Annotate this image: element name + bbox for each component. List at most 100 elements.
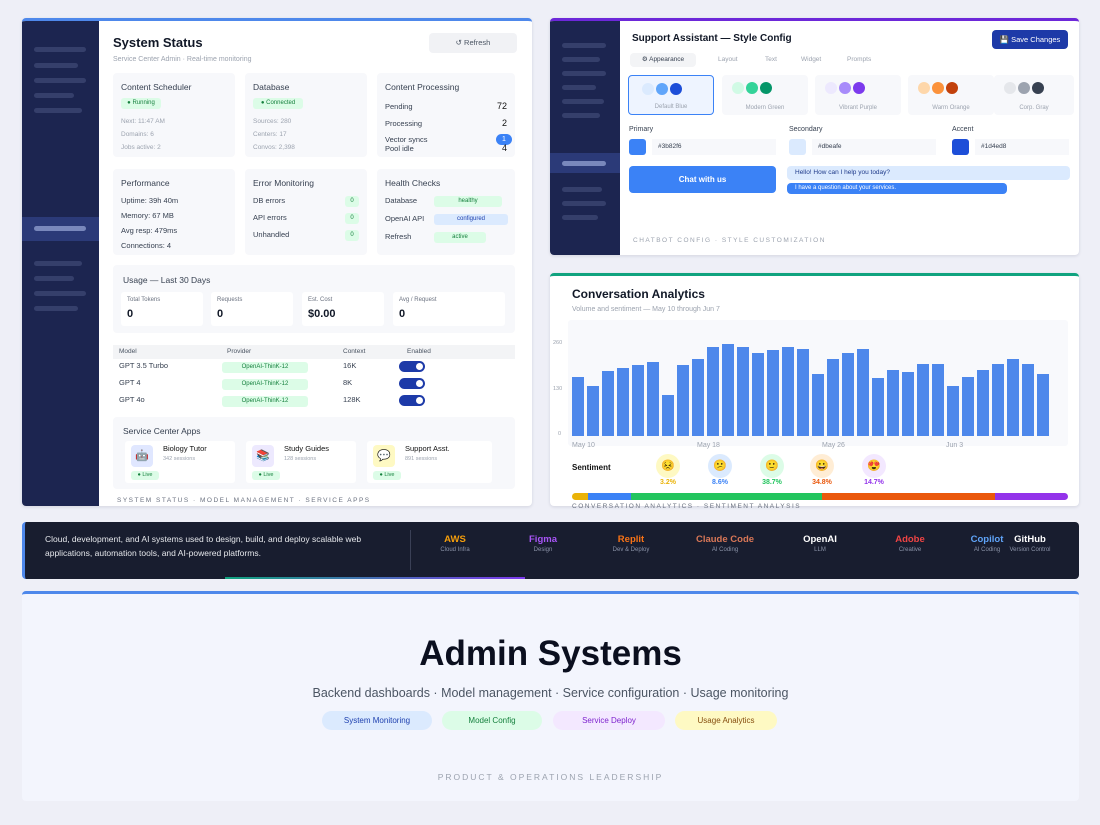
sidebar-item[interactable] (562, 57, 600, 62)
sidebar-item[interactable] (34, 276, 74, 281)
analytics-title: Conversation Analytics (572, 287, 705, 301)
tab-text[interactable]: Text (765, 56, 777, 63)
x-tick-label: May 18 (697, 442, 720, 449)
accent-hex-input[interactable]: #1d4ed8 (975, 139, 1069, 155)
chart-bar (857, 348, 869, 436)
secondary-swatch[interactable] (789, 139, 806, 155)
sidebar-item[interactable] (34, 306, 78, 311)
y-tick-label: 130 (553, 386, 563, 392)
stat-value: 0 (127, 308, 134, 320)
app-card-biology[interactable]: 🤖 Biology Tutor 342 sessions ● Live (125, 441, 235, 483)
x-tick-label: Jun 3 (946, 442, 964, 449)
brand-aws: AWS Cloud Infra (415, 534, 495, 553)
secondary-hex-input[interactable]: #dbeafe (812, 139, 936, 155)
sidebar-item[interactable] (562, 187, 602, 192)
chart-bar (677, 365, 689, 436)
avg-response: Avg resp: 479ms (121, 226, 178, 235)
tab-widget[interactable]: Widget (801, 56, 822, 63)
accent-line (225, 577, 525, 579)
tile-title: Content Scheduler (121, 82, 192, 92)
sidebar-item[interactable] (34, 108, 82, 113)
style-config-panel: Support Assistant — Style Config 💾 Save … (550, 18, 1079, 255)
chart-bar (1037, 373, 1049, 436)
enabled-toggle[interactable] (399, 395, 425, 406)
chip-usage-analytics[interactable]: Usage Analytics (675, 711, 777, 730)
sidebar-item[interactable] (562, 99, 604, 104)
tab-appearance[interactable]: ⚙ Appearance (630, 53, 696, 67)
stat-value: 0 (217, 308, 224, 320)
chat-with-us-preview-button[interactable]: Chat with us (629, 166, 776, 193)
chat-bubble-icon: 💬 (373, 445, 395, 467)
stat-est-cost: Est. Cost $0.00 (302, 292, 384, 326)
domains-count: Domains: 6 (121, 131, 154, 138)
scheduler-tile: Content Scheduler ● Running Next: 11:47 … (113, 73, 235, 157)
uptime: Uptime: 39h 40m (121, 196, 179, 205)
preset-label: Modern Green (745, 105, 785, 111)
chart-bar (797, 348, 809, 436)
sidebar-item[interactable] (34, 78, 86, 83)
sidebar-item[interactable] (34, 291, 86, 296)
tab-layout[interactable]: Layout (718, 56, 738, 63)
app-sessions: 891 sessions (405, 456, 438, 462)
sidebar-item[interactable] (562, 43, 606, 48)
page-subtitle: Service Center Admin · Real-time monitor… (113, 56, 252, 63)
primary-swatch[interactable] (629, 139, 646, 155)
convos-count: Convos: 2,398 (253, 144, 295, 151)
sidebar-item[interactable] (34, 47, 86, 52)
preset-vibrant-purple[interactable]: Vibrant Purple (815, 75, 901, 115)
panel-caption: CHATBOT CONFIG · STYLE CUSTOMIZATION (633, 237, 826, 244)
system-status-panel: System Status Service Center Admin · Rea… (22, 18, 532, 506)
sentiment-stacked-bar (572, 493, 1068, 500)
tab-prompts[interactable]: Prompts (847, 56, 872, 63)
vector-badge: 1 (496, 134, 512, 145)
preset-corp-gray[interactable]: Corp. Gray (994, 75, 1074, 115)
sentiment-segment (822, 493, 996, 500)
health-label: Database (385, 196, 418, 205)
brand-name: GitHub (1014, 534, 1046, 545)
app-card-study[interactable]: 📚 Study Guides 128 sessions ● Live (246, 441, 356, 483)
sidebar-item[interactable] (562, 71, 606, 76)
chip-service-deploy[interactable]: Service Deploy (553, 711, 665, 730)
sentiment-percent: 3.2% (660, 479, 676, 486)
pending-value: 72 (496, 101, 507, 111)
sidebar-item[interactable] (34, 261, 82, 266)
sidebar-item[interactable] (562, 201, 606, 206)
chart-bar (632, 365, 644, 436)
swatch (1004, 82, 1016, 94)
chip-model-config[interactable]: Model Config (442, 711, 542, 730)
enabled-toggle[interactable] (399, 361, 425, 372)
stat-requests: Requests 0 (211, 292, 293, 326)
sidebar-item[interactable] (34, 63, 78, 68)
x-tick-label: May 10 (572, 442, 595, 449)
preset-warm-orange[interactable]: Warm Orange (908, 75, 994, 115)
chart-bar (1022, 363, 1034, 436)
col-enabled: Enabled (407, 348, 431, 355)
status-sidebar (22, 21, 99, 506)
sidebar-item[interactable] (562, 113, 600, 118)
chart-bar (692, 359, 704, 436)
hero-subtitle: Backend dashboards · Model management · … (312, 686, 789, 700)
chart-bar (887, 369, 899, 436)
hero-title: Admin Systems (419, 634, 682, 673)
chart-bar (707, 347, 719, 436)
chip-system-monitoring[interactable]: System Monitoring (322, 711, 432, 730)
brand-figma: Figma Design (503, 534, 583, 553)
refresh-button[interactable]: ↺ Refresh (429, 33, 517, 53)
preset-default-blue[interactable]: Default Blue (628, 75, 714, 115)
accent-swatch[interactable] (952, 139, 969, 155)
health-badge: active (434, 232, 486, 243)
primary-hex-input[interactable]: #3b82f6 (652, 139, 776, 155)
col-provider: Provider (227, 348, 252, 355)
app-card-support[interactable]: 💬 Support Asst. 891 sessions ● Live (367, 441, 492, 483)
swatch (1032, 82, 1044, 94)
col-model: Model (119, 348, 137, 355)
save-changes-button[interactable]: 💾 Save Changes (992, 30, 1068, 49)
preset-modern-green[interactable]: Modern Green (722, 75, 808, 115)
bar-series (570, 340, 1066, 436)
enabled-toggle[interactable] (399, 378, 425, 389)
stack-description: Cloud, development, and AI systems used … (45, 534, 362, 558)
sidebar-item[interactable] (34, 93, 74, 98)
sidebar-item[interactable] (562, 85, 596, 90)
apps-panel: Service Center Apps 🤖 Biology Tutor 342 … (113, 417, 515, 489)
sidebar-item[interactable] (562, 215, 598, 220)
